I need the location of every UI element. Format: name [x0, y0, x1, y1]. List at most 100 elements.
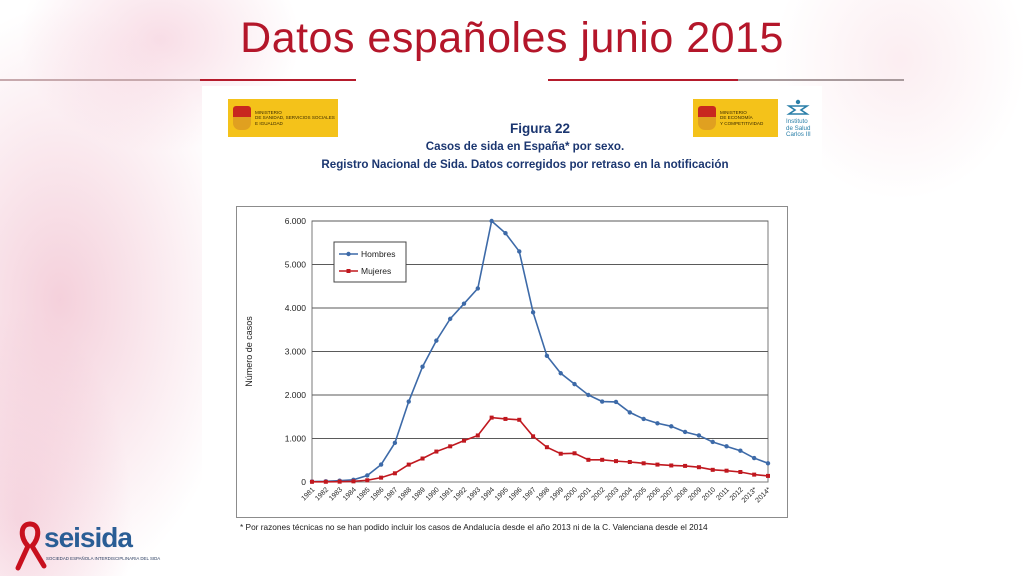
- data-point-hombres: [682, 429, 688, 435]
- isciii-mark-icon: [786, 99, 810, 115]
- data-point-mujeres: [752, 472, 757, 477]
- data-point-mujeres: [544, 445, 549, 450]
- data-point-mujeres: [627, 459, 632, 464]
- x-tick-label: 1985: [356, 486, 372, 502]
- y-tick-label: 2.000: [285, 390, 307, 400]
- data-point-hombres: [517, 249, 522, 254]
- x-tick-label: 2014*: [755, 486, 773, 504]
- x-tick-label: 1991: [439, 486, 455, 502]
- data-point-hombres: [669, 424, 674, 429]
- data-point-mujeres: [337, 479, 342, 484]
- data-point-mujeres: [323, 479, 328, 484]
- data-point-hombres: [599, 399, 605, 404]
- data-point-hombres: [434, 338, 439, 343]
- ministry-economia-logo: MINISTERIO DE ECONOMÍA Y COMPETITIVIDAD: [693, 99, 778, 137]
- data-point-mujeres: [696, 465, 701, 470]
- x-tick-label: 2005: [632, 486, 648, 502]
- figure-source: Registro Nacional de Sida. Datos corregi…: [321, 158, 729, 171]
- data-point-mujeres: [365, 478, 370, 483]
- x-tick-label: 1983: [328, 486, 344, 502]
- figure-footnote: * Por razones técnicas no se han podido …: [240, 522, 708, 532]
- legend-box: [333, 241, 407, 283]
- data-point-mujeres: [475, 433, 480, 438]
- data-point-mujeres: [462, 438, 466, 443]
- y-axis-label: Número de casos: [244, 316, 254, 387]
- data-point-mujeres: [310, 479, 314, 484]
- data-point-hombres: [447, 316, 453, 322]
- data-point-mujeres: [448, 444, 453, 449]
- data-point-mujeres: [683, 463, 688, 468]
- legend-label-mujeres: Mujeres: [361, 266, 391, 276]
- series-line-hombres: [311, 219, 769, 483]
- figure-label: Figura 22: [509, 121, 571, 136]
- x-tick-label: 1986: [370, 486, 386, 502]
- data-point-mujeres: [558, 451, 563, 456]
- title-rule-left-red: [200, 79, 356, 81]
- x-tick-label: 1988: [397, 486, 413, 502]
- y-tick-label: 5.000: [285, 260, 307, 270]
- legend-label-hombres: Hombres: [361, 249, 395, 259]
- y-tick-label: 3.000: [285, 347, 307, 357]
- data-point-hombres: [558, 371, 563, 376]
- data-point-mujeres: [738, 469, 743, 474]
- data-point-mujeres: [517, 417, 522, 422]
- x-tick-label: 2006: [646, 486, 662, 502]
- data-point-hombres: [544, 353, 550, 359]
- figure-subtitle: Casos de sida en España* por sexo.: [425, 140, 625, 153]
- slide-title: Datos españoles junio 2015: [240, 14, 784, 62]
- x-tick-label: 2011: [715, 486, 731, 502]
- x-tick-label: 1982: [314, 486, 330, 502]
- x-tick-label: 1984: [342, 486, 358, 502]
- data-point-hombres: [489, 218, 494, 224]
- data-point-hombres: [696, 433, 702, 438]
- legend-marker-mujeres: [346, 269, 351, 273]
- x-tick-label: 2010: [701, 486, 717, 502]
- data-point-mujeres: [710, 467, 715, 472]
- x-tick-label: 1996: [508, 486, 524, 502]
- data-point-hombres: [765, 461, 771, 466]
- x-tick-label: 1987: [383, 486, 399, 502]
- data-point-hombres: [406, 399, 411, 404]
- x-tick-label: 1995: [494, 486, 510, 502]
- coat-of-arms-icon: [233, 106, 251, 130]
- data-point-mujeres: [641, 461, 646, 466]
- data-point-hombres: [420, 364, 425, 369]
- x-tick-label: 1992: [452, 486, 468, 502]
- data-point-mujeres: [572, 451, 577, 456]
- data-point-mujeres: [489, 415, 494, 420]
- seisida-wordmark: seisida: [44, 522, 133, 553]
- ministry-economia-text: MINISTERIO DE ECONOMÍA Y COMPETITIVIDAD: [720, 109, 764, 126]
- y-tick-label: 6.000: [285, 216, 307, 226]
- x-tick-label: 2009: [687, 486, 703, 502]
- x-tick-label: 1997: [522, 486, 538, 502]
- data-point-mujeres: [724, 468, 729, 473]
- data-point-hombres: [751, 455, 757, 461]
- data-point-mujeres: [434, 449, 439, 454]
- legend-marker-hombres: [346, 251, 351, 257]
- y-tick-label: 1.000: [285, 434, 307, 444]
- data-point-hombres: [641, 416, 646, 422]
- data-point-hombres: [586, 392, 591, 398]
- x-tick-label: 2001: [577, 486, 593, 502]
- series-line-mujeres: [312, 416, 769, 483]
- x-tick-label: 1999: [549, 486, 565, 502]
- ministry-sanidad-text: MINISTERIO DE SANIDAD, SERVICIOS SOCIALE…: [255, 109, 335, 126]
- x-tick-label: 1993: [466, 486, 482, 502]
- x-tick-label: 1981: [300, 486, 316, 502]
- chart-frame: [236, 206, 788, 518]
- line-chart: 0 1.000 2.000 3.000 4.000 5.000 6.000 Número de…: [244, 216, 773, 504]
- title-rule-right-grey: [738, 79, 904, 81]
- red-ribbon-icon: [15, 521, 47, 571]
- data-point-mujeres: [420, 456, 425, 461]
- data-point-hombres: [738, 448, 743, 453]
- data-point-hombres: [724, 444, 729, 449]
- x-tick-label: 1998: [535, 486, 551, 502]
- data-point-hombres: [530, 310, 536, 315]
- x-tick-label: 1990: [425, 486, 441, 502]
- data-point-hombres: [503, 230, 508, 236]
- data-point-mujeres: [406, 462, 411, 467]
- data-point-mujeres: [600, 457, 605, 462]
- coat-of-arms-icon: [698, 106, 716, 130]
- data-point-hombres: [627, 410, 633, 415]
- x-tick-label: 2003: [604, 486, 620, 502]
